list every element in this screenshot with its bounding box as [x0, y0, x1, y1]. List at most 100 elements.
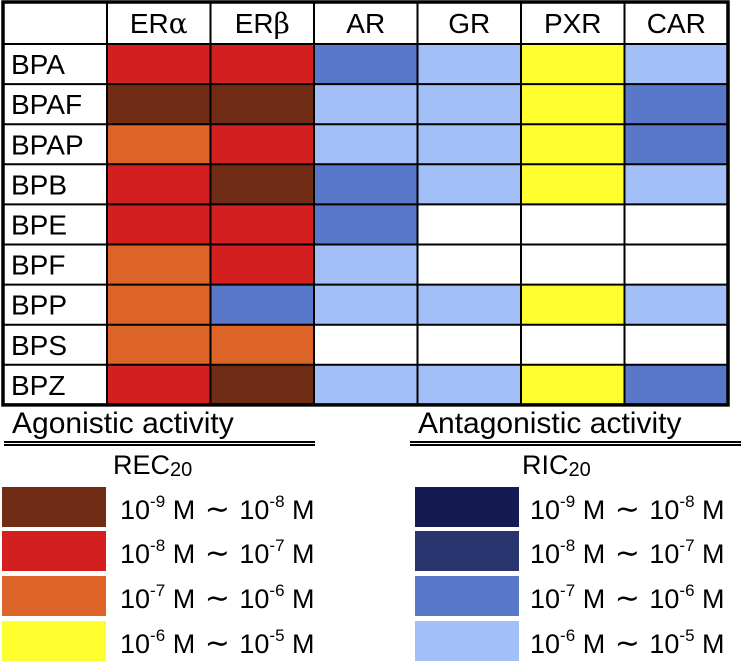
heatmap-cell-bps-erα [107, 324, 211, 365]
heatmap-cell-bpe-car [624, 204, 728, 245]
legend-swatch-ant-6-5 [415, 621, 519, 661]
heatmap-cell-bpp-erα [107, 284, 211, 325]
heatmap-cell-bpaf-car [624, 84, 728, 125]
column-header: GR [448, 8, 490, 39]
range-base: 10 [239, 629, 270, 659]
column-header-base: GR [448, 8, 490, 39]
row-label: BPZ [11, 370, 65, 401]
heatmap-cell-bpe-ar [314, 204, 418, 245]
heatmap-cell-bpz-car [624, 364, 728, 405]
heatmap-cell-bpap-ar [314, 124, 418, 165]
heatmap-cell-bpap-pxr [521, 124, 625, 165]
legend-range-ant-1: 10-8 M ∼ 10-7 M [530, 536, 725, 570]
heatmap-cell-bpap-erβ [210, 124, 314, 165]
heatmap-cell-bpf-pxr [521, 244, 625, 285]
heatmap-cell-bps-pxr [521, 324, 625, 365]
heatmap-cell-bpp-gr [417, 284, 521, 325]
range-low-exp: -9 [150, 492, 166, 511]
heatmap-cell-bpz-erα [107, 364, 211, 405]
range-base: 10 [120, 629, 151, 659]
range-low-exp: -9 [560, 492, 576, 511]
row-label: BPP [11, 290, 67, 321]
legend-range-ag-0: 10-9 M ∼ 10-8 M [120, 492, 315, 526]
heatmap-cell-bpb-ar [314, 164, 418, 205]
column-header-greek: β [274, 7, 290, 40]
range-low-exp: -8 [560, 536, 576, 555]
heatmap-cell-bpz-pxr [521, 364, 625, 405]
range-unit: M [702, 629, 725, 659]
column-header: ERα [130, 7, 188, 40]
range-high-exp: -8 [269, 492, 285, 511]
range-base: 10 [649, 629, 680, 659]
range-base: 10 [239, 495, 270, 525]
heatmap-cell-bpb-erα [107, 164, 211, 205]
range-base: 10 [530, 629, 561, 659]
range-base: 10 [649, 539, 680, 569]
legend-range-ag-2: 10-7 M ∼ 10-6 M [120, 582, 315, 615]
agonistic-title-underline [4, 441, 315, 446]
range-unit: M [702, 584, 725, 614]
column-header: ERβ [235, 7, 290, 40]
heatmap-cell-bpz-erβ [210, 364, 314, 405]
column-header-base: ER [130, 8, 169, 39]
range-base: 10 [239, 539, 270, 569]
heatmap-cell-bpap-gr [417, 124, 521, 165]
heatmap-cell-bpp-ar [314, 284, 418, 325]
range-high-exp: -7 [269, 536, 285, 555]
antagonistic-title-underline [410, 441, 741, 446]
range-tilde: ∼ [204, 627, 230, 660]
column-header-base: AR [346, 8, 385, 39]
range-base: 10 [239, 584, 270, 614]
row-label: BPAP [11, 129, 84, 160]
column-header: PXR [544, 8, 602, 39]
heatmap-cell-bpa-erα [107, 44, 211, 85]
legend-range-ant-3: 10-6 M ∼ 10-5 M [530, 626, 725, 659]
heatmap-cell-bps-erβ [210, 324, 314, 365]
legend-swatch-ag-7-6 [2, 576, 106, 616]
heatmap-cell-bpe-gr [417, 204, 521, 245]
range-high-exp: -8 [679, 492, 695, 511]
range-unit: M [582, 629, 606, 659]
heatmap-cell-bps-gr [417, 324, 521, 365]
heatmap-cell-bpaf-pxr [521, 84, 625, 125]
range-tilde: ∼ [204, 493, 230, 526]
heatmap-cell-bpaf-ar [314, 84, 418, 125]
heatmap-cell-bpap-car [624, 124, 728, 165]
legend-range-ag-1: 10-8 M ∼ 10-7 M [120, 536, 315, 570]
heatmap-cell-bpf-gr [417, 244, 521, 285]
range-base: 10 [120, 539, 151, 569]
range-unit: M [582, 584, 606, 614]
range-base: 10 [649, 495, 680, 525]
legend-swatch-ag-8-7 [2, 531, 106, 571]
range-low-exp: -7 [560, 581, 576, 600]
row-label: BPAF [11, 89, 82, 120]
range-high-exp: -7 [679, 536, 695, 555]
range-high-exp: -6 [679, 581, 695, 600]
range-low-exp: -6 [150, 626, 166, 645]
range-base: 10 [530, 495, 561, 525]
heatmap-cell-bpa-pxr [521, 44, 625, 85]
range-low-exp: -8 [150, 536, 166, 555]
range-tilde: ∼ [204, 582, 230, 615]
range-unit: M [292, 539, 315, 569]
heatmap-cell-bpap-erα [107, 124, 211, 165]
heatmap-cell-bpb-gr [417, 164, 521, 205]
range-tilde: ∼ [204, 537, 230, 570]
legend-range-ant-2: 10-7 M ∼ 10-6 M [530, 581, 725, 614]
heatmap-cell-bpaf-gr [417, 84, 521, 125]
heatmap-chart: ERα ERβ AR GR PXR CARBPABPAFBPAPBPBBPEBPFBPPB… [1, 0, 730, 407]
range-high-exp: -5 [679, 626, 695, 645]
legend-swatch-ant-9-8 [415, 487, 519, 527]
heatmap-cell-bpa-erβ [210, 44, 314, 85]
range-unit: M [582, 495, 606, 525]
heatmap-cell-bpb-car [624, 164, 728, 205]
heatmap-cell-bpaf-erβ [210, 84, 314, 125]
heatmap-cell-bpp-pxr [521, 284, 625, 325]
heatmap-cell-bpp-erβ [210, 284, 314, 325]
range-unit: M [702, 539, 725, 569]
range-base: 10 [120, 584, 151, 614]
range-unit: M [292, 629, 315, 659]
row-label: BPE [11, 209, 67, 240]
range-tilde: ∼ [614, 493, 640, 526]
range-tilde: ∼ [614, 537, 640, 570]
